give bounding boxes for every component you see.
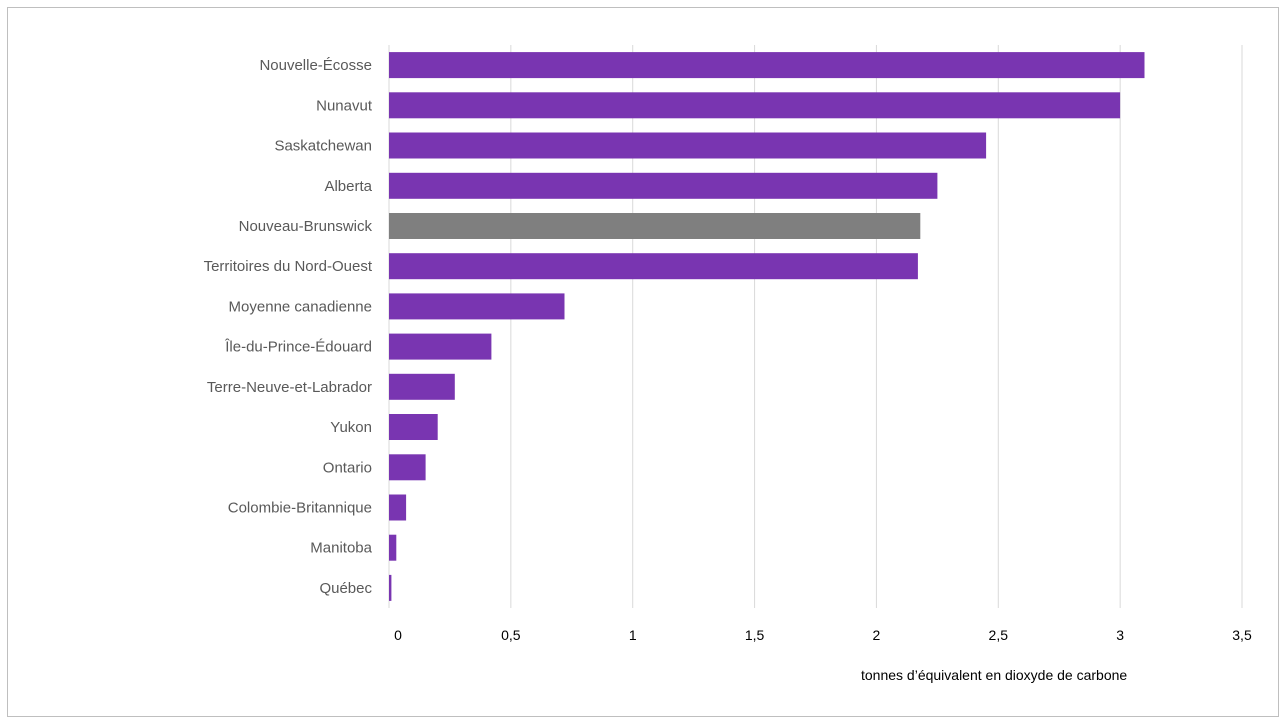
bar-13 [389,534,397,561]
bar-5 [389,213,921,239]
bar-8 [389,333,492,360]
chart-frame [7,7,1279,717]
category-label: Québec [319,580,372,597]
category-label: Ontario [323,459,372,476]
bar-12 [389,494,407,521]
x-axis-title: tonnes d’équivalent en dioxyde de carbon… [861,667,1127,683]
category-label: Saskatchewan [274,138,372,155]
category-labels: Nouvelle-Écosse Nunavut Saskatchewan Albert… [204,57,373,597]
bar-3 [389,132,987,159]
x-tick-labels: 0 0,5 1 1,5 2 2,5 3 3,5 [394,627,1252,643]
x-tick-label: 2,5 [989,627,1009,643]
category-label: Territoires du Nord-Ouest [204,258,373,275]
bar-14 [389,574,392,601]
x-tick-label: 3 [1116,627,1124,643]
bar-2 [389,92,1121,119]
bar-7 [389,293,565,320]
category-label: Terre-Neuve-et-Labrador [207,379,372,396]
bar-4 [389,172,938,199]
bar-10 [389,414,438,440]
bars [389,52,1145,601]
category-label: Nunavut [316,97,373,114]
x-tick-label: 3,5 [1232,627,1252,643]
gridlines [388,45,1243,608]
x-tick-label: 1,5 [745,627,765,643]
bar-6 [389,253,918,280]
category-label: Colombie-Britannique [228,500,372,517]
category-label: Yukon [330,419,372,436]
bar-9 [389,373,455,400]
category-label: Alberta [324,178,372,195]
category-label: Nouveau-Brunswick [239,218,373,235]
bar-1 [389,52,1145,79]
category-label: Île-du-Prince-Édouard [224,339,372,356]
bar-11 [389,454,426,481]
category-label: Manitoba [310,540,372,557]
category-label: Moyenne canadienne [229,298,372,315]
category-label: Nouvelle-Écosse [259,57,372,74]
x-tick-label: 1 [629,627,637,643]
x-tick-label: 2 [873,627,881,643]
x-tick-label: 0 [394,627,402,643]
x-tick-label: 0,5 [501,627,521,643]
